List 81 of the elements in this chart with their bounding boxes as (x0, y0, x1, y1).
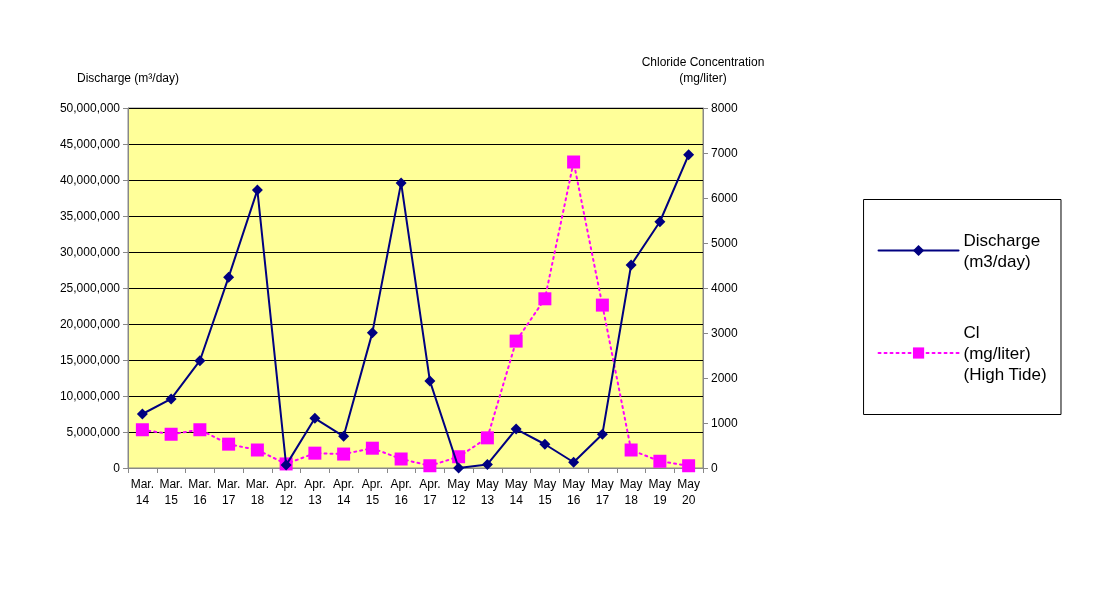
point (654, 216, 666, 228)
x-tick-label: Mar. 16 (188, 477, 212, 507)
y-axis-title: Discharge (m³/day) (76, 71, 180, 85)
point (683, 149, 695, 161)
point (164, 427, 178, 441)
x-tick-label: May 20 (677, 477, 700, 507)
point (568, 456, 580, 468)
point (682, 459, 696, 473)
y-tick-label: 0 (113, 461, 121, 475)
y-tick-label: 5,000,000 (66, 425, 121, 439)
point (222, 437, 236, 451)
point (337, 447, 351, 461)
point (251, 184, 263, 196)
x-tick-label: Apr. 15 (361, 477, 384, 507)
x-tick-label: Mar. 14 (130, 477, 155, 507)
point (480, 431, 494, 445)
y-tick-label: 20,000,000 (59, 317, 121, 331)
point (309, 412, 321, 424)
legend-label: Discharge (m3/day) (963, 230, 1041, 271)
point (510, 423, 522, 435)
point (194, 355, 206, 367)
y-tick-label: 25,000,000 (59, 281, 121, 295)
point (250, 443, 264, 457)
point (338, 430, 350, 442)
point (625, 259, 637, 271)
y-tick-label: 10,000,000 (59, 389, 121, 403)
point (308, 446, 322, 460)
y-tick-label: 45,000,000 (59, 137, 121, 151)
y2-tick-label: 7000 (711, 146, 739, 160)
x-tick-label: Apr. 16 (390, 477, 412, 507)
y2-tick-label: 0 (711, 461, 718, 475)
point (165, 393, 177, 405)
point (595, 298, 609, 312)
point (596, 428, 608, 440)
x-tick-label: Mar. 15 (159, 477, 183, 507)
y-tick-label: 30,000,000 (59, 245, 121, 259)
y2-axis-title: Chloride Concentration (mg/liter) (641, 55, 765, 85)
y2-tick-label: 4000 (711, 281, 739, 295)
y-tick-label: 40,000,000 (59, 173, 121, 187)
y2-tick-label: 1000 (711, 416, 739, 430)
x-tick-label: May 18 (619, 477, 643, 507)
point (453, 462, 465, 474)
x-tick-label: May 12 (447, 477, 470, 507)
point (653, 454, 667, 468)
x-tick-label: Mar. 18 (245, 477, 270, 507)
point (509, 334, 523, 348)
point (193, 423, 207, 437)
x-tick-label: May 14 (504, 477, 528, 507)
point (424, 375, 436, 387)
y2-tick-label: 5000 (711, 236, 739, 250)
point (135, 423, 149, 437)
x-tick-label: May 16 (562, 477, 585, 507)
x-tick-label: May 17 (591, 477, 614, 507)
point (567, 155, 581, 169)
point (423, 459, 437, 473)
legend-label: Cl (mg/liter) (High Tide) (963, 322, 1047, 384)
point (395, 177, 407, 189)
point (538, 292, 552, 306)
point (365, 441, 379, 455)
x-tick-label: May 15 (533, 477, 557, 507)
point (539, 438, 551, 450)
point (624, 443, 638, 457)
y2-tick-label: 3000 (711, 326, 739, 340)
point (481, 458, 493, 470)
x-tick-label: May 13 (476, 477, 499, 507)
x-tick-label: Mar. 17 (216, 477, 241, 507)
x-tick-label: Apr. 14 (332, 477, 355, 507)
point (223, 271, 235, 283)
point (366, 327, 378, 339)
y2-tick-label: 6000 (711, 191, 739, 205)
y2-tick-label: 2000 (711, 371, 739, 385)
x-tick-label: Apr. 17 (419, 477, 441, 507)
point (394, 452, 408, 466)
y-tick-label: 15,000,000 (59, 353, 121, 367)
x-tick-label: May 19 (648, 477, 672, 507)
y-tick-label: 50,000,000 (59, 101, 121, 115)
x-tick-label: Apr. 12 (275, 477, 297, 507)
point (136, 408, 148, 420)
y-tick-label: 35,000,000 (59, 209, 121, 223)
x-tick-label: Apr. 13 (304, 477, 326, 507)
y2-tick-label: 8000 (711, 101, 739, 115)
